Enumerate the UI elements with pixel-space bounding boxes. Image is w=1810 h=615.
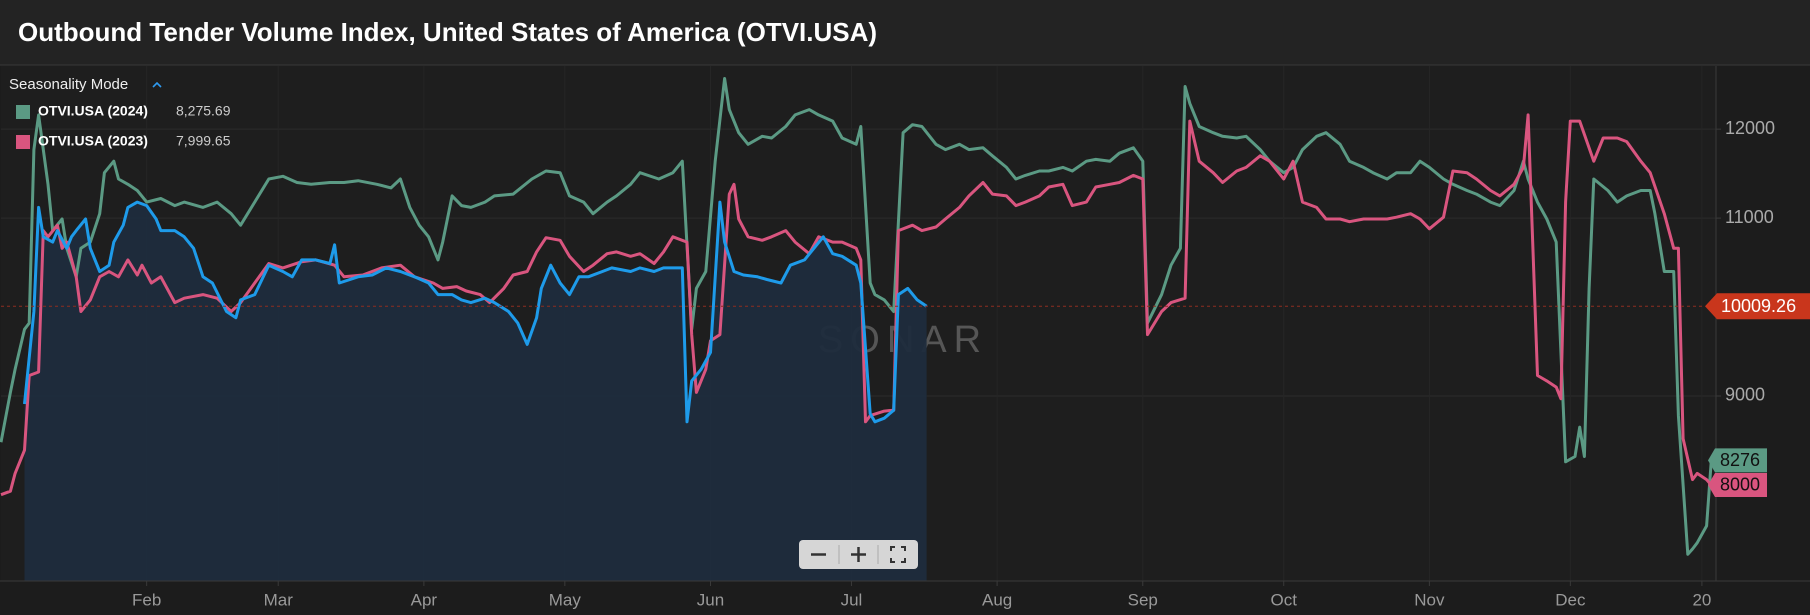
last-value-tags: 8276 8000 10009.26 [1, 293, 1810, 497]
series [0, 77, 1713, 581]
last-value-tag [1708, 472, 1767, 497]
legend-swatch [16, 105, 30, 119]
x-tick-label: Feb [132, 590, 161, 609]
last-value-tag [1708, 448, 1767, 473]
legend-label: OTVI.USA (2023) [38, 133, 148, 149]
x-tick-label: Dec [1555, 590, 1586, 609]
mode-caret[interactable] [152, 81, 162, 88]
x-tick-label: Nov [1414, 590, 1445, 609]
x-tick-label: 20 [1692, 590, 1711, 609]
x-tick-label: Jun [697, 590, 724, 609]
fullscreen-icon [890, 546, 906, 563]
x-tick-label: Apr [411, 590, 438, 609]
last-value-tag [1705, 293, 1810, 320]
line [0, 77, 1713, 556]
legend-label: OTVI.USA (2024) [38, 103, 148, 119]
axes: 9000 11000 12000 Feb Mar Apr May Jun Jul Aug Sep Oc… [132, 118, 1775, 610]
fullscreen-button[interactable] [890, 546, 906, 563]
header [0, 0, 1810, 65]
legend: Seasonality Mode OTVI.USA (2024) 8,275.69… [9, 76, 231, 149]
zoom-in-button[interactable] [851, 547, 866, 562]
chart-title: Outbound Tender Volume Index, United Sta… [18, 17, 877, 47]
mode-label[interactable]: Seasonality Mode [9, 76, 128, 93]
x-tick-label: Sep [1128, 590, 1158, 609]
x-tick-label: May [549, 590, 582, 609]
last-value-label: 10009.26 [1721, 296, 1796, 316]
x-tick-label: Mar [264, 590, 294, 609]
legend-value: 7,999.65 [176, 133, 231, 149]
last-value-label: 8000 [1720, 475, 1760, 495]
x-tick-label: Oct [1270, 590, 1297, 609]
legend-value: 8,275.69 [176, 103, 231, 119]
y-tick-label: 12000 [1725, 118, 1775, 138]
y-tick-label: 11000 [1725, 207, 1774, 227]
legend-swatch [16, 135, 30, 149]
line [23, 200, 928, 424]
x-tick-label: Aug [982, 590, 1012, 609]
zoom-controls [799, 540, 918, 569]
x-tick-label: Jul [841, 590, 863, 609]
y-tick-label: 9000 [1725, 385, 1765, 405]
last-value-label: 8276 [1720, 450, 1760, 470]
